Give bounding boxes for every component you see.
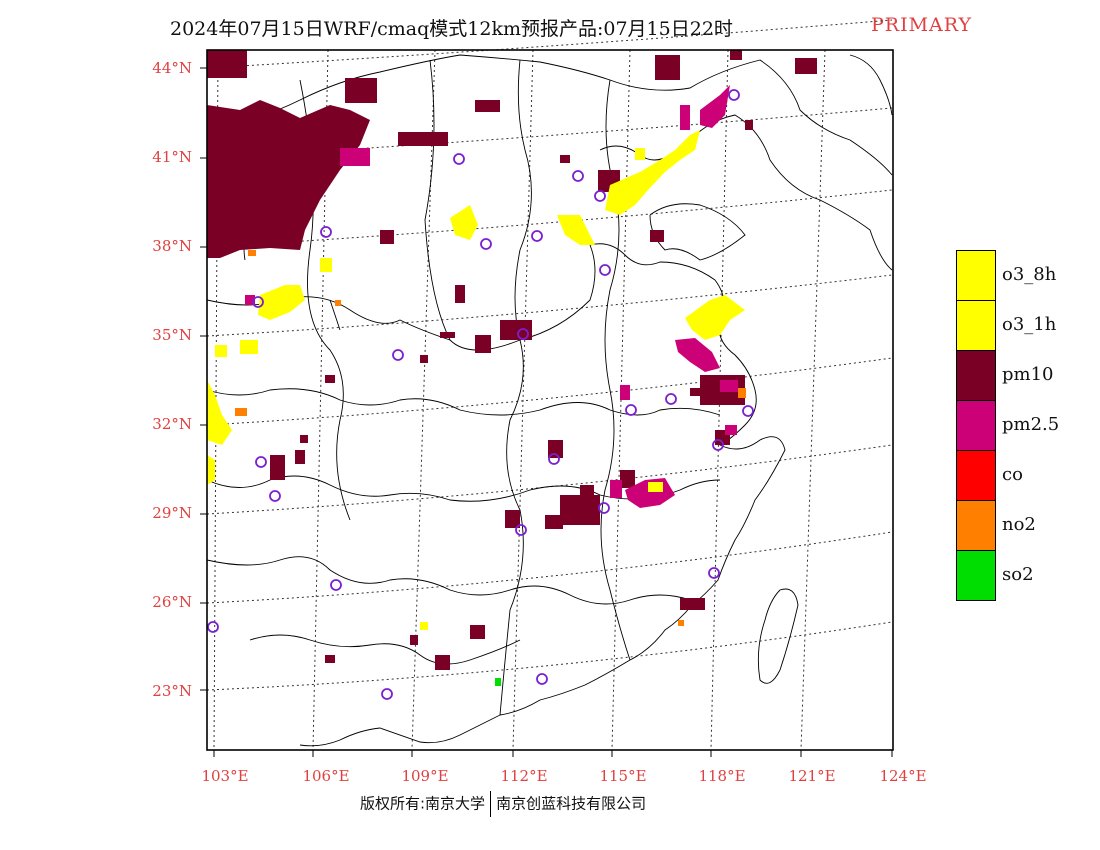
copyright-owner: 版权所有:南京大学 <box>360 794 486 813</box>
graticule-parallels <box>206 19 893 691</box>
lon-label: 115°E <box>599 767 646 785</box>
lon-label: 112°E <box>500 767 547 785</box>
lon-label: 103°E <box>201 767 248 785</box>
legend-label: o3_1h <box>1002 314 1057 335</box>
pm10-patches <box>207 50 817 670</box>
title-row: 2024年07月15日WRF/cmaq模式12km预报产品:07月15日22时 … <box>0 14 1100 40</box>
lat-label: 32°N <box>152 415 192 433</box>
latitude-labels: 44°N 41°N 38°N 35°N 32°N 29°N 26°N 23°N <box>152 59 192 700</box>
lon-label: 109°E <box>401 767 448 785</box>
legend-swatch <box>956 300 996 351</box>
lat-label: 41°N <box>152 148 192 166</box>
legend-swatch <box>956 400 996 451</box>
copyright-company: 南京创蓝科技有限公司 <box>496 794 647 813</box>
footer-divider <box>490 791 492 817</box>
map-title: 2024年07月15日WRF/cmaq模式12km预报产品:07月15日22时 <box>170 18 733 40</box>
legend-swatch <box>956 250 996 301</box>
copyright-footer: 版权所有:南京大学 南京创蓝科技有限公司 <box>360 791 646 817</box>
legend-label: o3_8h <box>1002 264 1057 285</box>
lon-label: 121°E <box>788 767 835 785</box>
legend-swatch <box>956 450 996 501</box>
legend-label: no2 <box>1002 514 1036 535</box>
lon-label: 124°E <box>879 767 926 785</box>
longitude-labels: 103°E 106°E 109°E 112°E 115°E 118°E 121°… <box>201 767 926 785</box>
legend-label: pm2.5 <box>1002 414 1060 435</box>
legend-swatch <box>956 500 996 551</box>
primary-tag: PRIMARY <box>871 14 973 36</box>
latitude-ticks <box>200 67 207 691</box>
o3-patches <box>207 130 745 630</box>
lat-label: 26°N <box>152 593 192 611</box>
lat-label: 29°N <box>152 504 192 522</box>
lat-label: 35°N <box>152 326 192 344</box>
legend-swatch <box>956 350 996 401</box>
legend-swatch <box>956 550 996 601</box>
lon-label: 106°E <box>302 767 349 785</box>
lat-label: 38°N <box>152 237 192 255</box>
legend-label: pm10 <box>1002 364 1054 385</box>
legend-label: so2 <box>1002 564 1034 585</box>
legend-label: co <box>1002 464 1023 485</box>
longitude-ticks <box>213 750 893 757</box>
so2-patches <box>495 678 501 686</box>
station-markers <box>207 89 754 700</box>
lon-label: 118°E <box>698 767 745 785</box>
lat-label: 23°N <box>152 682 192 700</box>
map-frame <box>206 49 894 751</box>
lat-label: 44°N <box>152 59 192 77</box>
no2-patches <box>235 250 746 626</box>
